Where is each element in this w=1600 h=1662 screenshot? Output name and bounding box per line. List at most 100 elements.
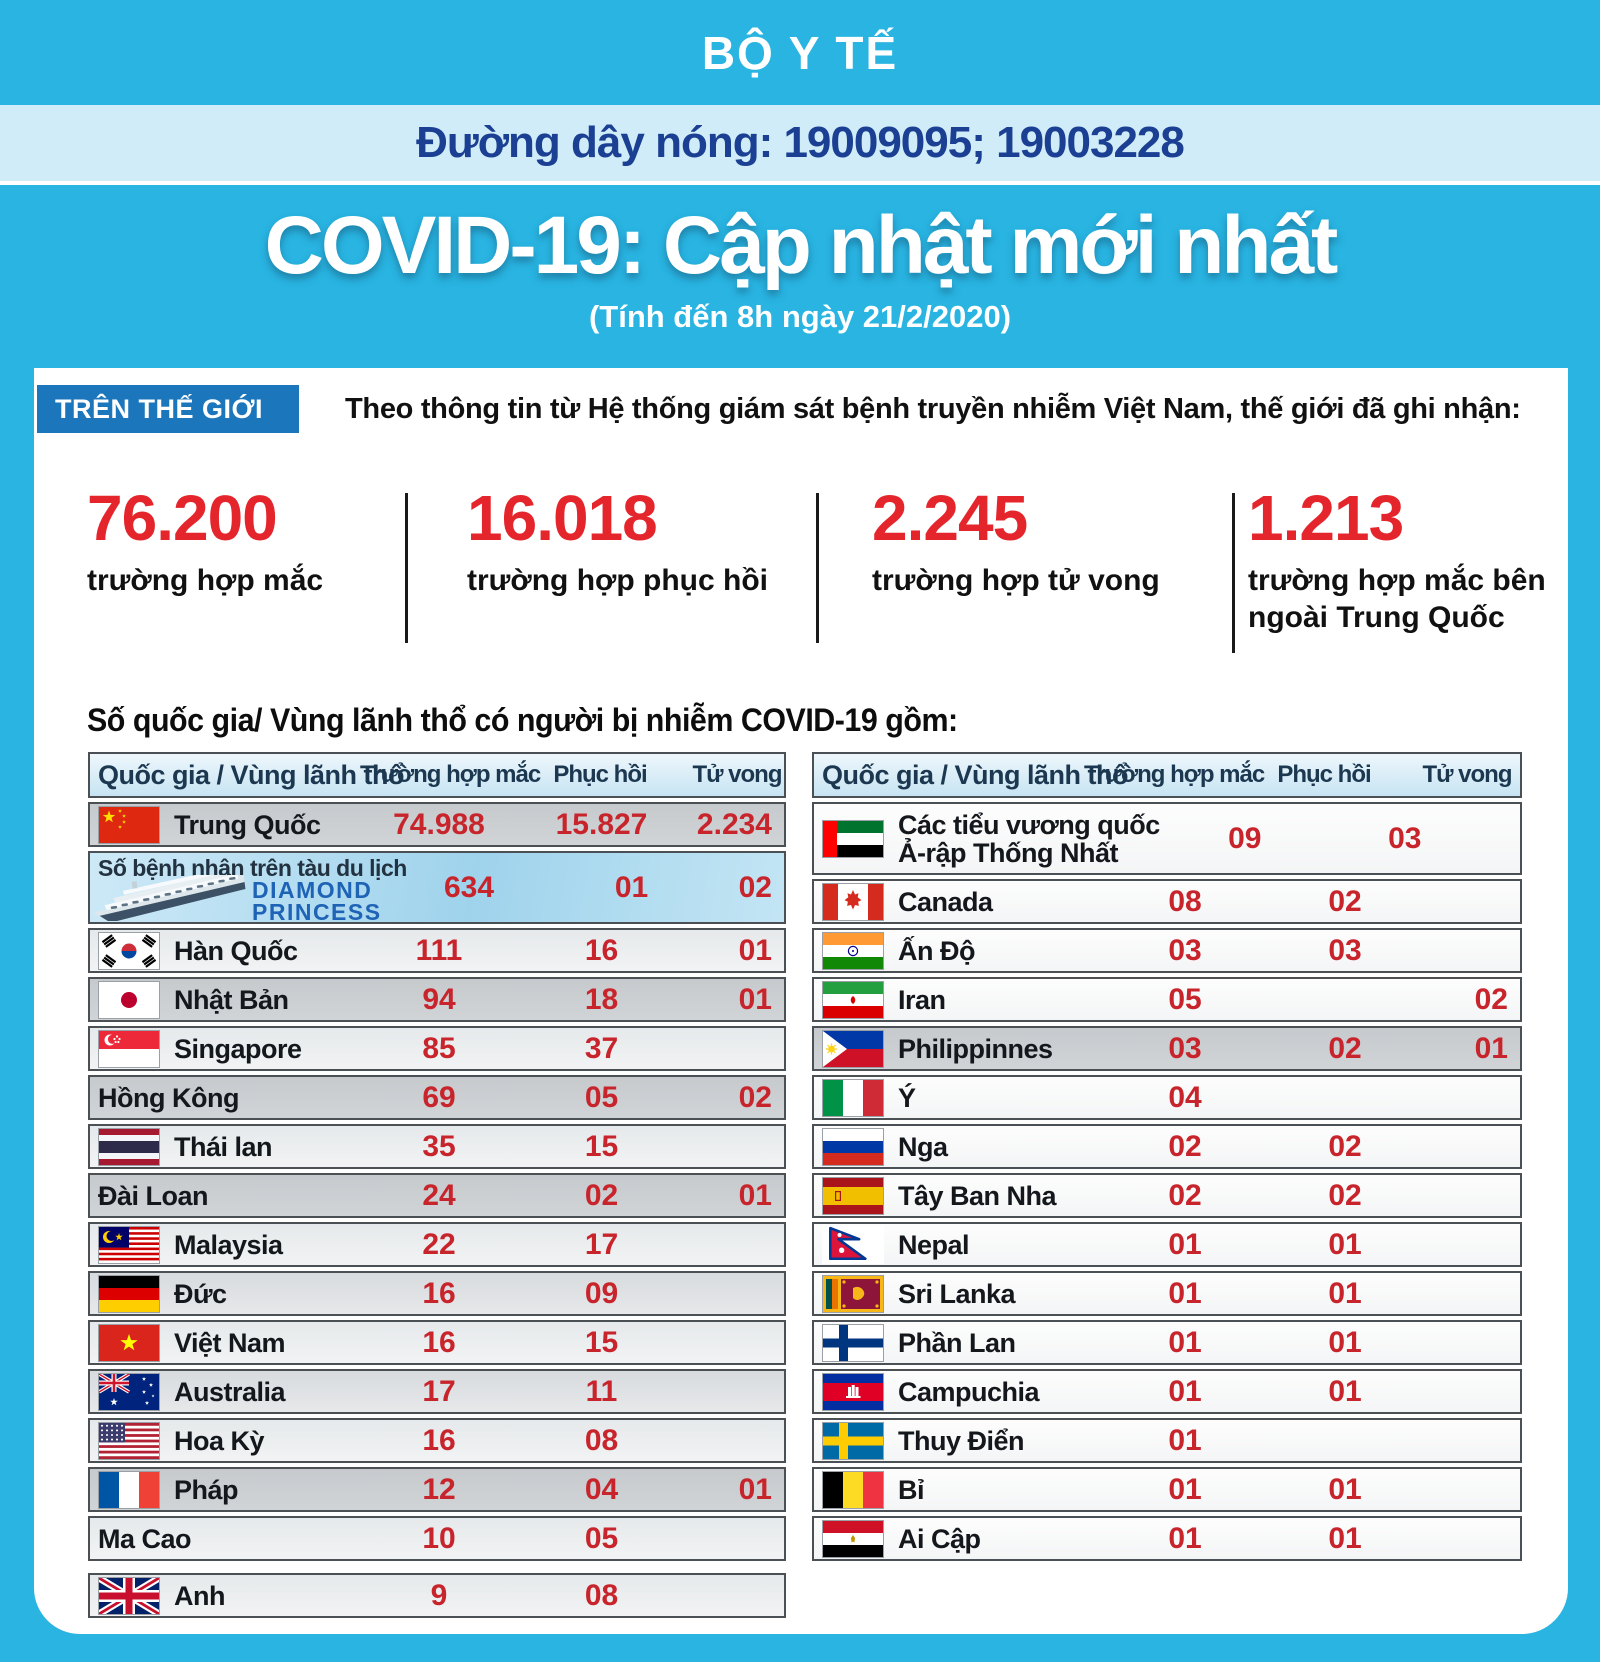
flag-kh-icon bbox=[822, 1372, 884, 1411]
table-row: Anh 9 08 bbox=[88, 1573, 786, 1618]
recovered-value: 02 bbox=[1328, 1178, 1362, 1212]
deaths-value: 02 bbox=[738, 1080, 772, 1114]
flag-np-icon bbox=[822, 1225, 884, 1264]
cases-value: 85 bbox=[422, 1031, 456, 1065]
flag-jp-icon bbox=[98, 980, 160, 1019]
recovered-value: 17 bbox=[584, 1227, 619, 1261]
flag-ru-icon bbox=[822, 1127, 884, 1166]
table-row: Ma Cao 10 05 bbox=[88, 1516, 786, 1561]
flag-ir-icon bbox=[822, 980, 884, 1019]
stat-block: 16.018 trường hợp phục hồi bbox=[467, 486, 768, 599]
deaths-value: 01 bbox=[738, 1178, 772, 1212]
flag-ae-icon bbox=[822, 819, 884, 858]
table-row: Thuy Điển 01 bbox=[812, 1418, 1522, 1463]
table-row: Canada 08 02 bbox=[812, 879, 1522, 924]
recovered-value: 01 bbox=[1328, 1227, 1362, 1261]
recovered-value: 02 bbox=[1328, 1129, 1362, 1163]
flag-es-icon bbox=[822, 1176, 884, 1215]
country-name: Nepal bbox=[898, 1229, 970, 1260]
table-row: Iran 05 02 bbox=[812, 977, 1522, 1022]
bottom-band bbox=[0, 1634, 1600, 1662]
country-name: Tây Ban Nha bbox=[898, 1180, 1057, 1211]
flag-it-icon bbox=[822, 1078, 884, 1117]
flag-ca-icon bbox=[822, 882, 884, 921]
recovered-value: 01 bbox=[1328, 1374, 1362, 1408]
country-name: Thái lan bbox=[174, 1131, 273, 1162]
cases-value: 9 bbox=[430, 1578, 448, 1612]
country-name: Trung Quốc bbox=[174, 809, 321, 840]
cruise-ship-icon bbox=[92, 870, 250, 923]
cases-value: 01 bbox=[1168, 1521, 1202, 1555]
table-row: Trung Quốc 74.988 15.827 2.234 bbox=[88, 802, 786, 847]
hotline-text: Đường dây nóng: 19009095; 19003228 bbox=[416, 118, 1185, 167]
cases-value: 16 bbox=[422, 1276, 456, 1310]
column-header: Tử vong bbox=[1422, 761, 1512, 788]
column-header: Phục hồi bbox=[1277, 761, 1371, 788]
stat-value: 16.018 bbox=[467, 482, 658, 554]
country-name: Sri Lanka bbox=[898, 1278, 1016, 1309]
table-row: Tây Ban Nha 02 02 bbox=[812, 1173, 1522, 1218]
cases-value: 03 bbox=[1168, 1031, 1202, 1065]
table-row: 634 01 02 Số bệnh nhân trên tàu du lịch DIAM… bbox=[88, 851, 786, 924]
table-row: Việt Nam 16 15 bbox=[88, 1320, 786, 1365]
cases-value: 10 bbox=[422, 1521, 456, 1555]
table-row: Nga 02 02 bbox=[812, 1124, 1522, 1169]
cases-value: 01 bbox=[1168, 1325, 1202, 1359]
country-name: Malaysia bbox=[174, 1229, 283, 1260]
country-name: Đức bbox=[174, 1278, 227, 1309]
page-title: COVID-19: Cập nhật mới nhất bbox=[264, 200, 1339, 291]
stat-block: 2.245 trường hợp tử vong bbox=[872, 486, 1160, 599]
stat-value: 1.213 bbox=[1248, 482, 1404, 554]
column-header: Quốc gia / Vùng lãnh thổ bbox=[98, 759, 405, 790]
recovered-value: 01 bbox=[1328, 1276, 1362, 1310]
flag-kr-icon bbox=[98, 931, 160, 970]
content-card: TRÊN THẾ GIỚI Theo thông tin từ Hệ thống… bbox=[34, 368, 1568, 1634]
stat-divider bbox=[816, 493, 819, 643]
cases-value: 05 bbox=[1168, 982, 1202, 1016]
table-row: Nepal 01 01 bbox=[812, 1222, 1522, 1267]
cases-value: 24 bbox=[422, 1178, 456, 1212]
cases-value: 69 bbox=[422, 1080, 456, 1114]
country-name: Đài Loan bbox=[98, 1180, 209, 1211]
title-band: COVID-19: Cập nhật mới nhất (Tính đến 8h… bbox=[0, 185, 1600, 368]
flag-fr-icon bbox=[98, 1470, 160, 1509]
country-name: Ai Cập bbox=[898, 1523, 981, 1554]
country-name: Bỉ bbox=[898, 1474, 925, 1505]
header-band: BỘ Y TẾ bbox=[0, 0, 1600, 105]
country-name: Pháp bbox=[174, 1474, 239, 1505]
deaths-value: 01 bbox=[738, 982, 772, 1016]
cases-value: 02 bbox=[1168, 1129, 1202, 1163]
cases-value: 12 bbox=[422, 1472, 456, 1506]
recovered-value: 15 bbox=[584, 1325, 619, 1359]
country-name: Campuchia bbox=[898, 1376, 1040, 1407]
deaths-value: 01 bbox=[738, 933, 772, 967]
flag-au-icon bbox=[98, 1372, 160, 1411]
recovered-value: 03 bbox=[1328, 933, 1362, 967]
cases-value: 17 bbox=[422, 1374, 456, 1408]
country-name: Thuy Điển bbox=[898, 1425, 1025, 1456]
flag-in-icon bbox=[822, 931, 884, 970]
country-name: Hồng Kông bbox=[98, 1082, 239, 1113]
column-header: Phục hồi bbox=[553, 761, 647, 788]
recovered-value: 08 bbox=[584, 1423, 619, 1457]
recovered-value: 37 bbox=[584, 1031, 619, 1065]
deaths-value: 01 bbox=[738, 1472, 772, 1506]
flag-vn-icon bbox=[98, 1323, 160, 1362]
flag-gb-icon bbox=[98, 1576, 160, 1615]
recovered-value: 05 bbox=[584, 1521, 619, 1555]
country-name: Iran bbox=[898, 984, 946, 1015]
column-header: Trường hợp mắc bbox=[1084, 761, 1265, 788]
table-row: Hàn Quốc 111 16 01 bbox=[88, 928, 786, 973]
country-name: Philippinnes bbox=[898, 1033, 1053, 1064]
recovered-value: 01 bbox=[1328, 1521, 1362, 1555]
cases-value: 01 bbox=[1168, 1472, 1202, 1506]
country-name: Nga bbox=[898, 1131, 948, 1162]
stat-label: trường hợp tử vong bbox=[872, 564, 1160, 597]
flag-ph-icon bbox=[822, 1029, 884, 1068]
deaths-value: 02 bbox=[738, 870, 772, 904]
flag-fi-icon bbox=[822, 1323, 884, 1362]
country-name: Phần Lan bbox=[898, 1327, 1016, 1358]
country-name: Ý bbox=[898, 1082, 916, 1113]
stat-block: 76.200 trường hợp mắc bbox=[87, 486, 323, 599]
stat-divider bbox=[1232, 493, 1235, 653]
